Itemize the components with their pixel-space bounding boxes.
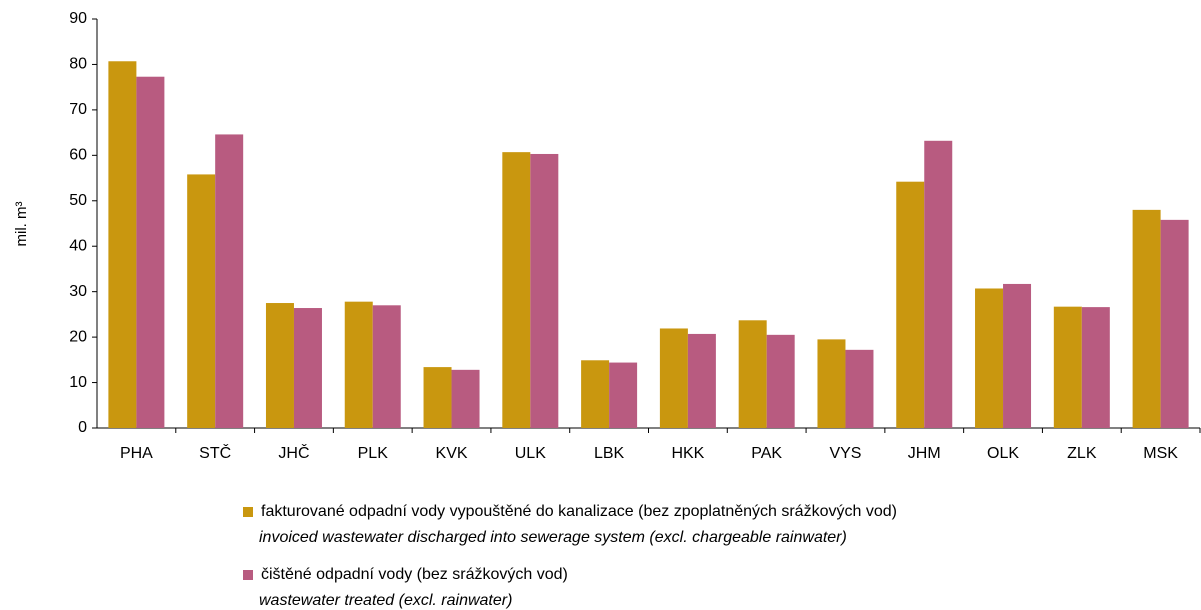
- x-tick-label: STČ: [199, 443, 231, 462]
- bar: [215, 134, 244, 428]
- y-tick-label: 50: [69, 192, 87, 209]
- bar: [1132, 209, 1161, 428]
- x-tick-label: VYS: [829, 445, 861, 462]
- y-tick-label: 80: [69, 56, 87, 73]
- x-tick-label: MSK: [1143, 445, 1178, 462]
- bar: [187, 174, 216, 428]
- legend-label-en: wastewater treated (excl. rainwater): [259, 592, 512, 609]
- y-tick-label: 20: [69, 328, 87, 345]
- bar: [372, 305, 401, 428]
- y-tick-label: 30: [69, 283, 87, 300]
- y-tick-label: 60: [69, 147, 87, 164]
- bar: [817, 339, 846, 428]
- x-tick-label: OLK: [987, 445, 1019, 462]
- bar: [293, 308, 322, 428]
- x-tick-label: LBK: [594, 445, 625, 462]
- bar: [845, 349, 874, 428]
- legend-swatch: [243, 570, 253, 580]
- bar: [687, 333, 716, 428]
- legend-label-en: invoiced wastewater discharged into sewe…: [259, 529, 847, 546]
- bar: [136, 76, 165, 428]
- bar: [344, 301, 373, 428]
- y-tick-label: 0: [78, 419, 87, 436]
- bar: [1003, 283, 1032, 428]
- bar: [502, 152, 531, 428]
- x-tick-label: JHČ: [278, 443, 309, 462]
- x-tick-label: PLK: [358, 445, 389, 462]
- y-tick-label: 70: [69, 101, 87, 118]
- bar: [530, 153, 559, 428]
- bar: [659, 328, 688, 428]
- x-tick-label: PAK: [751, 445, 782, 462]
- x-tick-label: ZLK: [1067, 445, 1097, 462]
- x-tick-label: PHA: [120, 445, 153, 462]
- bar: [451, 369, 480, 428]
- y-axis-label: mil. m³: [13, 202, 30, 247]
- bar: [1160, 219, 1189, 428]
- legend-label: fakturované odpadní vody vypouštěné do k…: [261, 503, 897, 520]
- bar: [609, 362, 638, 428]
- legend-label: čištěné odpadní vody (bez srážkových vod…: [261, 566, 568, 583]
- y-tick-label: 40: [69, 237, 87, 254]
- legend-swatch: [243, 507, 253, 517]
- bar: [581, 360, 610, 428]
- x-tick-label: JHM: [908, 445, 941, 462]
- bar: [924, 140, 953, 428]
- bar: [265, 303, 294, 428]
- bar: [1053, 306, 1082, 428]
- y-tick-label: 90: [69, 10, 87, 27]
- x-tick-label: ULK: [515, 445, 546, 462]
- x-tick-label: KVK: [436, 445, 468, 462]
- bar: [896, 181, 925, 428]
- bar: [975, 288, 1004, 428]
- bar: [1081, 307, 1110, 428]
- bar: [423, 367, 452, 428]
- bar: [766, 334, 795, 428]
- x-tick-label: HKK: [671, 445, 704, 462]
- bar: [108, 61, 137, 428]
- bar: [738, 320, 767, 428]
- y-tick-label: 10: [69, 374, 87, 391]
